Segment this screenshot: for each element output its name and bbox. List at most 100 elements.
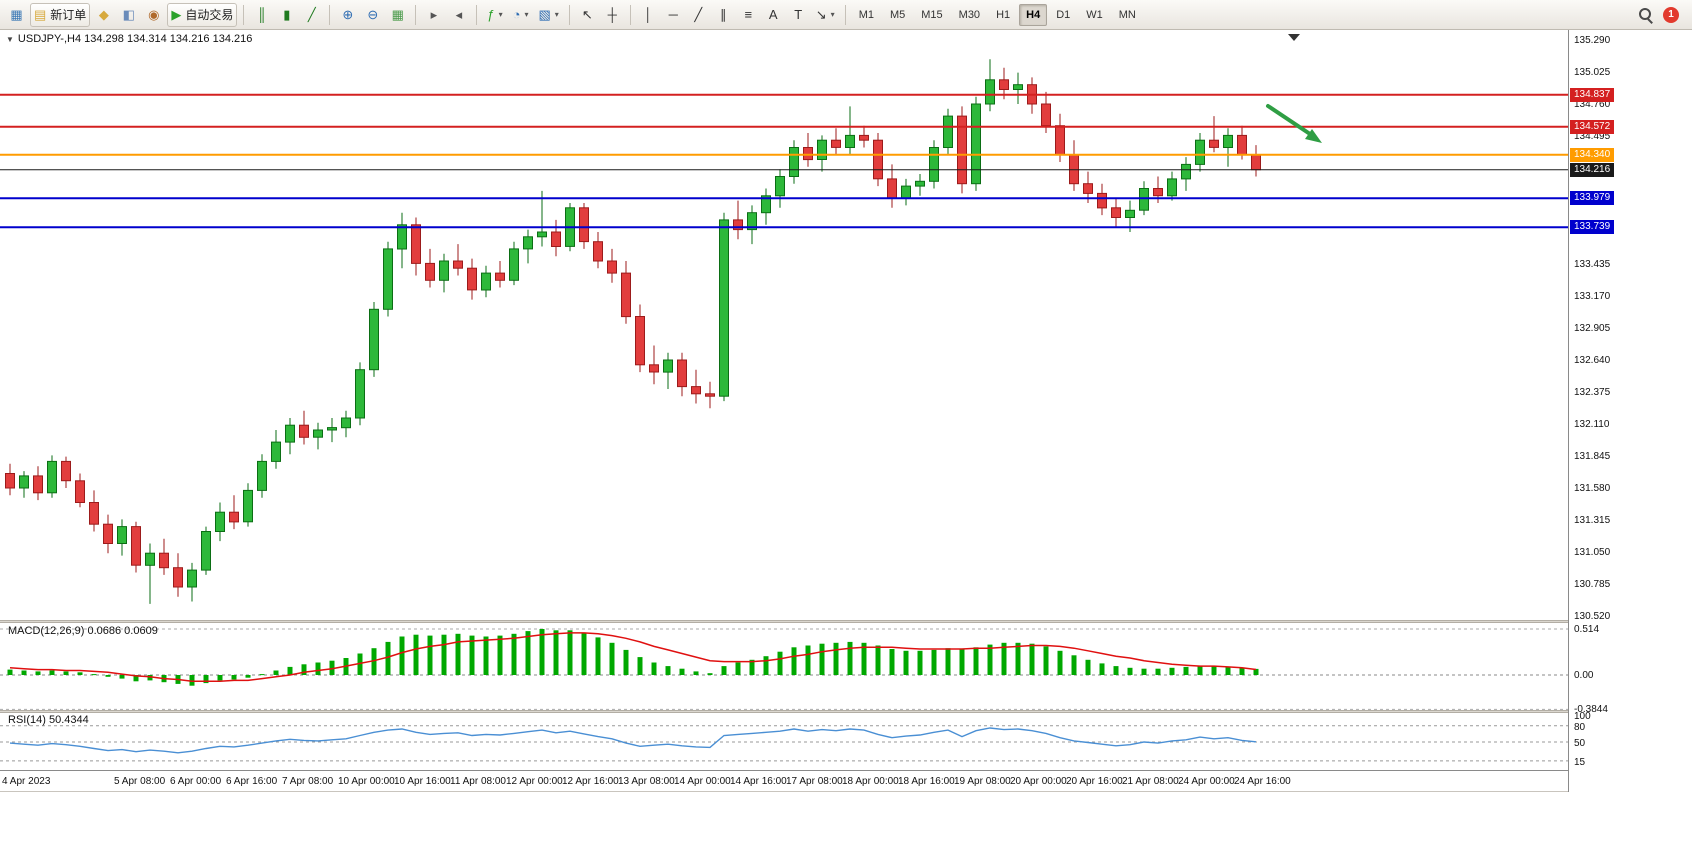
horizontal-line-button[interactable]: ─ bbox=[662, 3, 685, 27]
text-label-button[interactable]: T bbox=[787, 3, 810, 27]
macd-histogram-bar bbox=[301, 664, 307, 675]
macd-histogram-bar bbox=[567, 630, 573, 675]
arrows-button[interactable]: ↘ ▾ bbox=[812, 3, 839, 27]
price-axis-label: 133.435 bbox=[1574, 259, 1611, 270]
line-chart-button[interactable]: ╱ bbox=[300, 3, 323, 27]
dropdown-caret-icon[interactable]: ▾ bbox=[524, 10, 529, 19]
macd-histogram-bar bbox=[1197, 666, 1203, 675]
candle bbox=[523, 229, 533, 264]
macd-histogram-bar bbox=[651, 662, 657, 675]
auto-scroll-button[interactable]: ▸ bbox=[422, 3, 445, 27]
trendline-button[interactable]: ╱ bbox=[687, 3, 710, 27]
chart-shift-button[interactable]: ◂ bbox=[447, 3, 470, 27]
main-chart-surface[interactable] bbox=[0, 30, 1568, 620]
macd-histogram-bar bbox=[1253, 668, 1259, 675]
tile-windows-button[interactable]: ▦ bbox=[386, 3, 409, 27]
time-axis-label: 14 Apr 16:00 bbox=[730, 776, 787, 787]
candle bbox=[1167, 171, 1177, 201]
candlestick-button[interactable]: ▮ bbox=[275, 3, 298, 27]
candle bbox=[1251, 145, 1261, 177]
macd-histogram-bar bbox=[217, 675, 223, 681]
periods-button[interactable]: ◔ ▾ bbox=[509, 3, 533, 27]
chart-shift-marker[interactable] bbox=[1288, 34, 1300, 41]
tf-m5[interactable]: M5 bbox=[883, 4, 912, 26]
rsi-panel[interactable] bbox=[0, 713, 1568, 769]
price-axis-label: 132.905 bbox=[1574, 323, 1611, 334]
candle bbox=[439, 253, 449, 293]
autotrading-button-label: 自动交易 bbox=[185, 8, 234, 22]
macd-histogram-bar bbox=[553, 630, 559, 675]
candle bbox=[537, 190, 547, 247]
zoom-out-button[interactable]: ⊖ bbox=[361, 3, 384, 27]
notification-badge[interactable]: 1 bbox=[1663, 6, 1679, 23]
price-axis[interactable]: 135.290 135.025 134.760 134.495 133.435 133.1… bbox=[1568, 30, 1692, 792]
main-chart-panel[interactable] bbox=[0, 30, 1568, 620]
tf-d1[interactable]: D1 bbox=[1049, 4, 1077, 26]
tf-m15[interactable]: M15 bbox=[914, 4, 949, 26]
candle bbox=[313, 422, 323, 450]
dropdown-caret-icon[interactable]: ▾ bbox=[830, 10, 835, 19]
symbol-ohlc-text: USDJPY-,H4 134.298 134.314 134.216 134.2… bbox=[17, 33, 253, 45]
macd-histogram-bar bbox=[483, 636, 489, 675]
tf-mn[interactable]: MN bbox=[1112, 4, 1143, 26]
text-button[interactable]: A bbox=[762, 3, 785, 27]
tf-h1-label: H1 bbox=[996, 8, 1011, 21]
data-window-button[interactable]: ◧ bbox=[117, 3, 140, 27]
text-label-icon: T bbox=[794, 7, 803, 22]
macd-histogram-bar bbox=[833, 642, 839, 675]
candle bbox=[131, 521, 141, 573]
time-axis-label: 12 Apr 16:00 bbox=[562, 776, 619, 787]
macd-histogram-bar bbox=[147, 675, 153, 681]
cursor-button[interactable]: ↖ bbox=[576, 3, 599, 27]
chart-window-button[interactable]: ▦ bbox=[5, 3, 28, 27]
tf-h4[interactable]: H4 bbox=[1019, 3, 1048, 26]
macd-histogram-bar bbox=[1029, 643, 1035, 675]
rsi-line bbox=[9, 727, 1257, 754]
search-icon[interactable] bbox=[1638, 7, 1653, 22]
indicators-button[interactable]: ƒ ▾ bbox=[483, 3, 506, 27]
macd-histogram-bar bbox=[777, 651, 783, 675]
autotrading-button[interactable]: ▶ 自动交易 bbox=[167, 2, 238, 27]
macd-histogram-bar bbox=[973, 647, 979, 675]
macd-panel[interactable] bbox=[0, 623, 1568, 710]
panel-splitter[interactable] bbox=[0, 620, 1692, 623]
templates-button[interactable]: ▧ ▾ bbox=[534, 3, 562, 27]
toolbar-items: ▦ ▤ 新订单 ◆ ◧ ◉ ▶ 自动交易 ║ ▮ ╱ ⊕ ⊖ ▦ ▸ ◂ ƒ ▾ ◔ ▾ ▧ ▾ ↖ ┼ │ ─ ╱ ∥ ≡ A T ↘ ▾ M1… bbox=[5, 2, 1143, 27]
dropdown-caret-icon[interactable]: ▾ bbox=[554, 10, 559, 19]
quick-trade-toggle-icon[interactable]: ▼ bbox=[6, 34, 14, 44]
candle bbox=[887, 164, 897, 208]
alerts-button[interactable]: ◉ bbox=[142, 3, 165, 27]
ohlc-bars-button[interactable]: ║ bbox=[250, 3, 273, 27]
clock-icon: ◔ bbox=[512, 7, 521, 22]
time-axis[interactable]: 4 Apr 2023 5 Apr 08:00 6 Apr 00:00 6 Apr 16… bbox=[0, 770, 1692, 792]
vertical-line-button[interactable]: │ bbox=[637, 3, 660, 27]
channel-button[interactable]: ∥ bbox=[712, 3, 735, 27]
fibonacci-button[interactable]: ≡ bbox=[737, 3, 760, 27]
tf-w1[interactable]: W1 bbox=[1079, 4, 1110, 26]
time-axis-label: 10 Apr 00:00 bbox=[338, 776, 395, 787]
templates-icon: ▧ bbox=[538, 7, 551, 22]
macd-histogram-bar bbox=[1057, 650, 1063, 675]
market-watch-button[interactable]: ◆ bbox=[92, 3, 115, 27]
tf-m5-label: M5 bbox=[889, 8, 906, 21]
trend-arrow[interactable] bbox=[1266, 104, 1312, 136]
tile-windows-icon: ▦ bbox=[391, 7, 404, 22]
time-axis-label: 10 Apr 16:00 bbox=[394, 776, 451, 787]
tf-m1[interactable]: M1 bbox=[852, 4, 881, 26]
panel-splitter[interactable] bbox=[0, 710, 1692, 713]
new-order-button[interactable]: ▤ 新订单 bbox=[30, 2, 91, 27]
candle bbox=[5, 463, 15, 496]
dropdown-caret-icon[interactable]: ▾ bbox=[498, 10, 503, 19]
candle bbox=[761, 188, 771, 225]
tf-m30[interactable]: M30 bbox=[952, 4, 987, 26]
candle bbox=[789, 140, 799, 184]
time-axis-label: 5 Apr 08:00 bbox=[114, 776, 166, 787]
tf-m30-label: M30 bbox=[958, 8, 981, 21]
data-window-icon: ◧ bbox=[122, 7, 135, 22]
horizontal-line-icon: ─ bbox=[668, 7, 678, 22]
crosshair-button[interactable]: ┼ bbox=[601, 3, 624, 27]
zoom-in-button[interactable]: ⊕ bbox=[336, 3, 359, 27]
tf-h1[interactable]: H1 bbox=[989, 4, 1017, 26]
candle bbox=[187, 562, 197, 602]
macd-histogram-bar bbox=[35, 671, 41, 675]
